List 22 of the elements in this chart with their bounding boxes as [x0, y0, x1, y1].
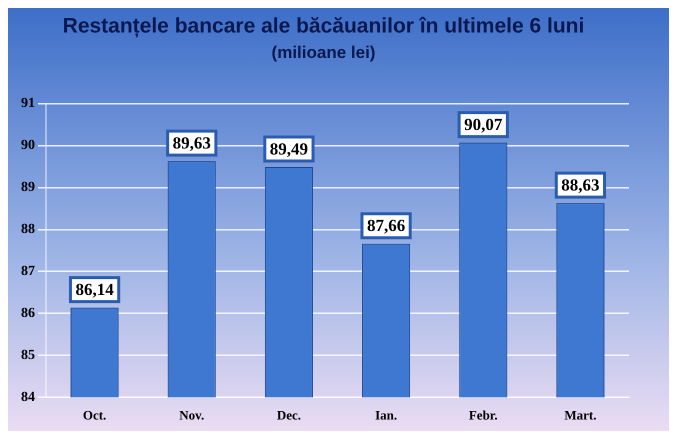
data-label: 87,66 — [366, 216, 406, 236]
x-tick-label: Nov. — [179, 408, 204, 423]
data-label: 88,63 — [561, 175, 600, 194]
y-tick-label: 90 — [21, 138, 35, 154]
y-tick-label: 89 — [21, 180, 35, 196]
y-tick-label: 86 — [21, 306, 35, 322]
x-tick-label: Oct. — [82, 408, 106, 423]
x-tick-label: Mart. — [564, 408, 596, 423]
y-tick-label: 84 — [21, 390, 35, 406]
chart-title: Restanțele bancare ale băcăuanilor în ultimele 6 luni — [62, 14, 584, 38]
y-tick-label: 85 — [21, 348, 35, 364]
data-label: 89,49 — [270, 139, 308, 158]
chart-subtitle: (milioane lei) — [272, 43, 376, 62]
x-tick-label: Febr. — [468, 408, 498, 423]
data-label: 86,14 — [75, 280, 114, 299]
data-label: 89,63 — [172, 133, 211, 152]
y-tick-label: 91 — [21, 96, 35, 112]
y-tick-label: 87 — [21, 264, 35, 280]
data-label: 90,07 — [464, 115, 503, 134]
x-tick-label: Ian. — [375, 408, 398, 423]
y-tick-label: 88 — [21, 222, 35, 238]
x-tick-label: Dec. — [276, 408, 302, 423]
